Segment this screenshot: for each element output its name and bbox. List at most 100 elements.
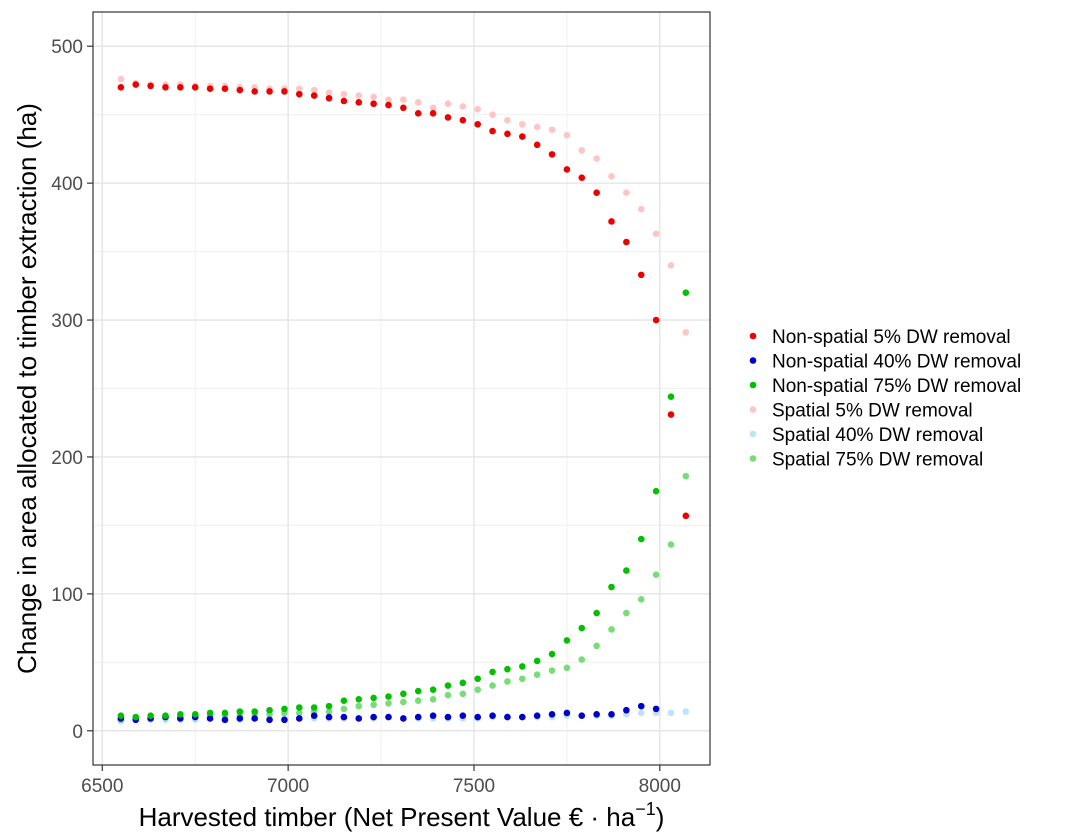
data-point	[385, 693, 392, 700]
data-point	[444, 114, 452, 121]
legend-key	[749, 406, 757, 413]
data-point	[474, 105, 481, 113]
legend-key	[749, 381, 757, 389]
legend: Non-spatial 5% DW removal Non-spatial 40%…	[749, 327, 1021, 471]
data-point	[385, 713, 392, 721]
data-point	[310, 704, 318, 711]
data-point	[578, 624, 586, 632]
data-point	[385, 101, 392, 109]
data-point	[385, 700, 392, 707]
data-point	[533, 671, 541, 678]
data-point	[563, 166, 571, 173]
data-point	[667, 411, 675, 418]
data-point	[325, 702, 333, 710]
data-point	[474, 686, 481, 693]
x-tick-label: 7000	[267, 776, 309, 797]
data-point	[370, 93, 377, 101]
legend-label: Spatial 75% DW removal	[772, 450, 983, 471]
data-point	[637, 271, 645, 279]
data-point	[221, 716, 229, 724]
data-point	[295, 85, 303, 92]
data-point	[340, 97, 348, 105]
data-point	[340, 705, 348, 713]
data-point	[340, 713, 348, 721]
data-point	[459, 690, 467, 698]
legend-label: Spatial 5% DW removal	[772, 401, 973, 422]
data-point	[429, 686, 437, 693]
legend-label: Non-spatial 5% DW removal	[772, 327, 1011, 348]
data-point	[652, 316, 660, 324]
data-point	[563, 709, 571, 717]
data-point	[563, 637, 571, 644]
data-point	[578, 146, 586, 154]
data-point	[533, 141, 541, 149]
data-point	[370, 713, 377, 721]
data-point	[162, 84, 169, 91]
data-point	[370, 701, 377, 709]
data-point	[325, 708, 333, 715]
legend-key	[749, 430, 757, 438]
legend-key	[749, 332, 757, 340]
data-point	[489, 712, 496, 720]
data-point	[429, 695, 437, 703]
data-point	[400, 698, 407, 706]
data-point	[518, 133, 526, 140]
data-point	[623, 706, 630, 714]
data-point	[474, 713, 481, 721]
data-point	[310, 86, 318, 94]
y-tick-label: 400	[51, 174, 83, 195]
data-point	[162, 712, 169, 720]
grid-major	[93, 12, 710, 765]
data-point	[444, 100, 452, 108]
data-point	[355, 715, 363, 722]
data-point	[355, 702, 363, 710]
data-point	[593, 642, 600, 650]
data-point	[563, 131, 571, 139]
data-point	[578, 656, 586, 663]
data-point	[206, 715, 214, 722]
data-point	[325, 94, 333, 102]
data-point	[400, 690, 407, 698]
data-point	[667, 541, 675, 548]
data-point	[355, 695, 363, 703]
data-point	[221, 85, 229, 92]
data-point	[518, 120, 526, 128]
data-point	[117, 75, 125, 83]
data-point	[429, 104, 437, 112]
data-point	[623, 609, 630, 617]
data-point	[489, 682, 496, 689]
data-point	[251, 708, 258, 715]
data-point	[548, 126, 556, 134]
data-point	[682, 289, 690, 296]
data-point	[340, 90, 348, 98]
data-point	[385, 96, 392, 103]
data-point	[637, 535, 645, 543]
legend-label: Non-spatial 75% DW removal	[772, 376, 1021, 397]
data-point	[206, 709, 214, 717]
data-point	[667, 261, 675, 269]
data-point	[637, 702, 645, 710]
data-point	[414, 110, 422, 117]
legend-label: Non-spatial 40% DW removal	[772, 352, 1021, 373]
data-point	[400, 96, 407, 103]
data-point	[637, 205, 645, 213]
data-point	[370, 694, 377, 702]
data-point	[370, 100, 377, 108]
x-axis-label: Harvested timber (Net Present Value € · …	[139, 799, 665, 832]
data-point	[295, 704, 303, 711]
data-point	[518, 663, 526, 670]
data-point	[266, 716, 273, 724]
data-point	[637, 596, 645, 603]
data-point	[236, 708, 244, 715]
y-tick-label: 200	[51, 448, 83, 469]
data-point	[236, 715, 244, 722]
legend-key	[749, 357, 757, 364]
data-point	[504, 665, 511, 673]
data-point	[251, 88, 258, 95]
data-point	[533, 712, 541, 720]
data-point	[177, 84, 184, 91]
x-axis-label-main: Harvested timber (Net Present Value € · …	[139, 802, 636, 832]
data-point	[608, 218, 615, 225]
data-point	[117, 712, 125, 720]
